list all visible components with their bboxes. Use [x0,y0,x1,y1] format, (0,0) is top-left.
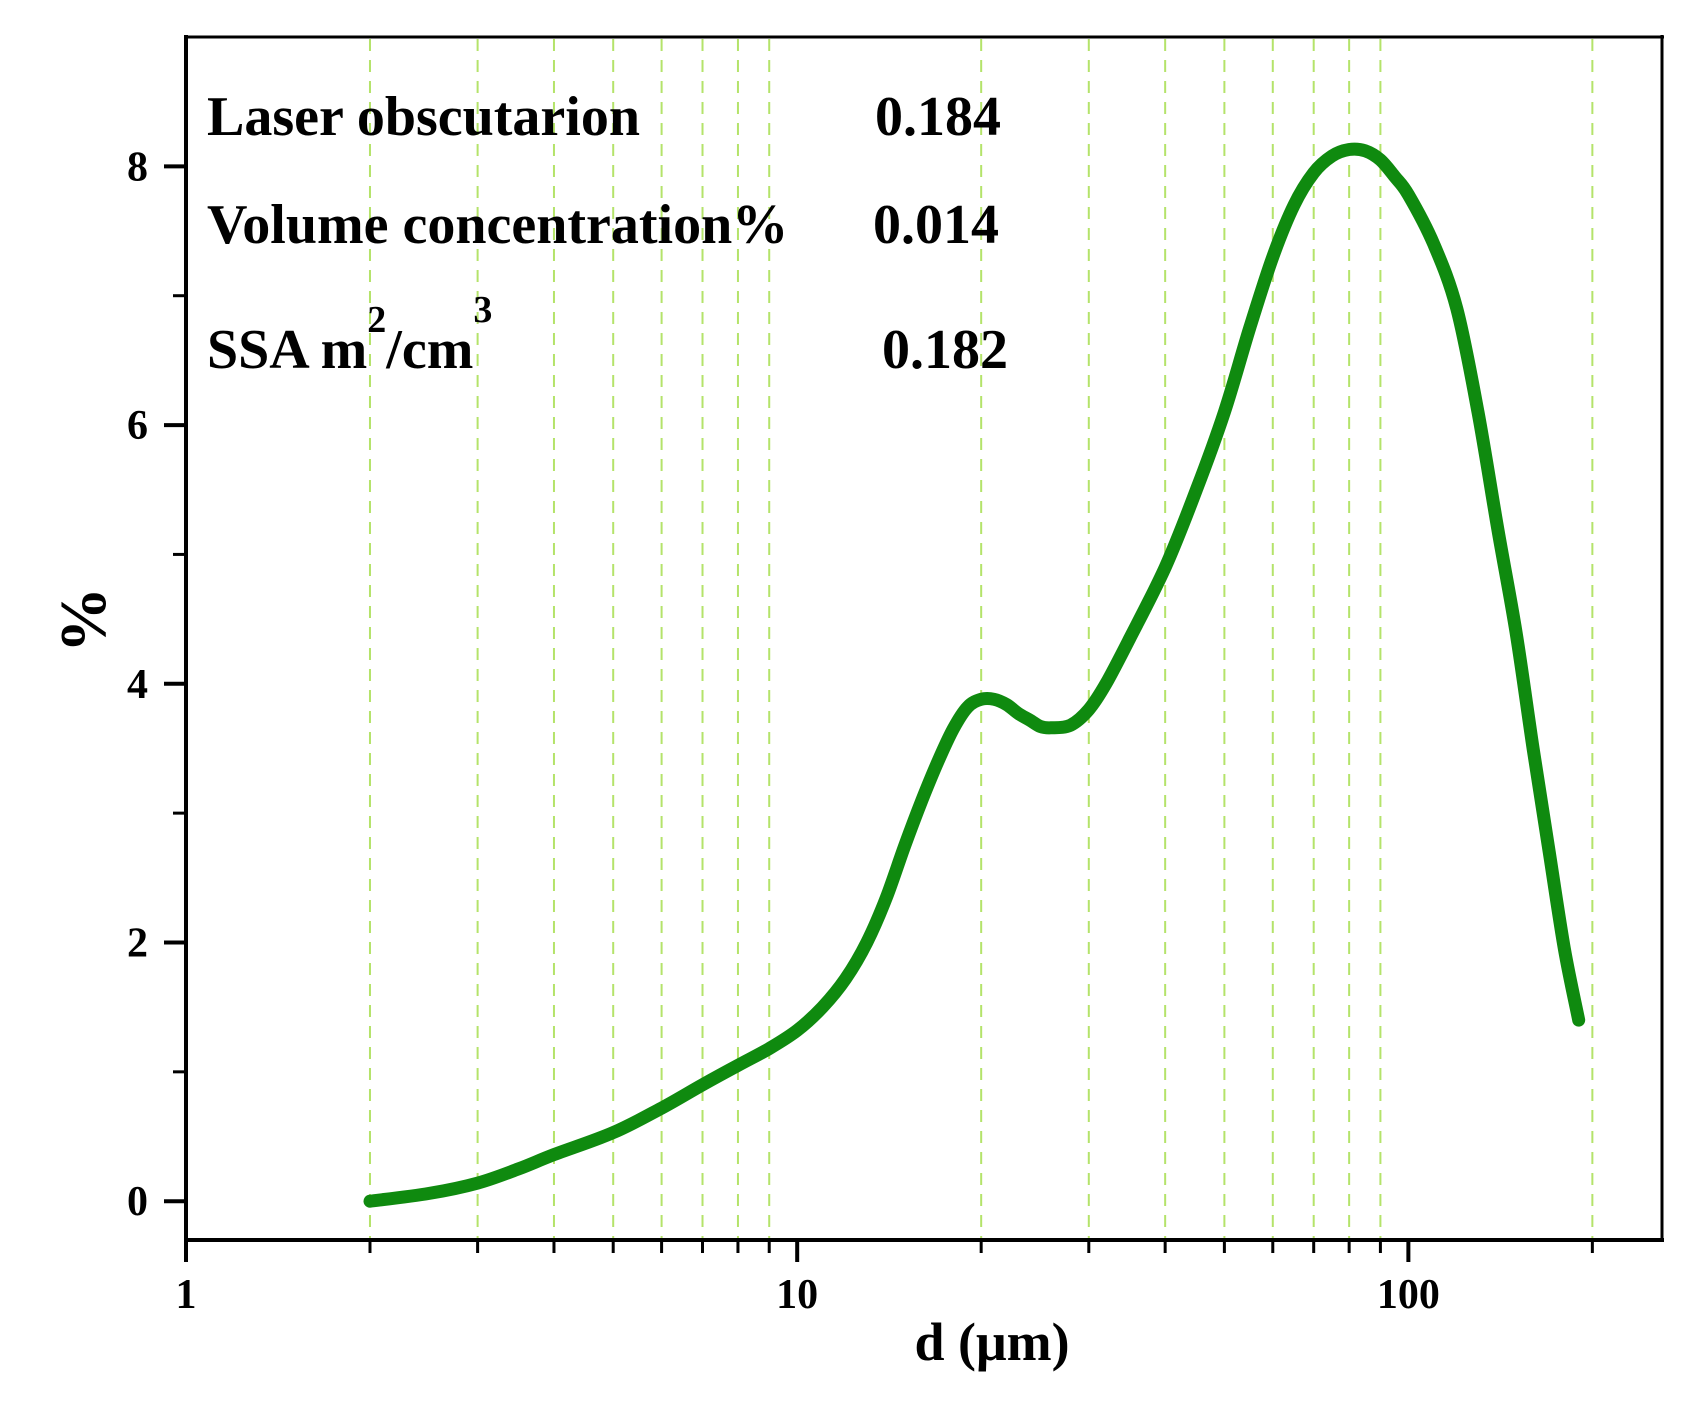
annotation-value-ssa: 0.182 [882,319,1008,381]
annotation-block: Laser obscutarion 0.184 Volume concentra… [207,86,1008,381]
y-tick-label: 4 [127,662,148,708]
y-tick-label: 8 [127,144,148,190]
annotation-label-laser: Laser obscutarion [207,86,640,148]
series-layer [363,142,1586,1208]
tick-labels: 1 10 100 0 2 4 6 8 [127,144,1440,1318]
ssa-sup-1: 2 [367,299,386,341]
series-line-0 [363,142,1586,1208]
gridlines [368,39,1594,1238]
ticks [164,164,1594,1262]
axes [184,35,1664,1242]
annotation-label-ssa: SSA m2/cm3 [207,289,492,381]
annotation-value-laser: 0.184 [875,86,1001,148]
x-tick-label: 1 [176,1272,197,1318]
x-tick-label: 10 [776,1272,818,1318]
ssa-sup-2: 3 [473,289,492,331]
ssa-label-start: SSA m [207,319,367,381]
x-axis-title: d (μm) [914,1312,1069,1372]
y-tick-label: 6 [127,403,148,449]
annotation-label-volume: Volume concentration% [207,194,788,256]
y-axis-title: % [47,587,120,653]
y-tick-label: 0 [127,1179,148,1225]
annotation-value-volume: 0.014 [873,194,999,256]
x-tick-label: 100 [1377,1272,1440,1318]
ssa-label-mid: /cm [385,319,473,381]
y-tick-label: 2 [127,920,148,966]
